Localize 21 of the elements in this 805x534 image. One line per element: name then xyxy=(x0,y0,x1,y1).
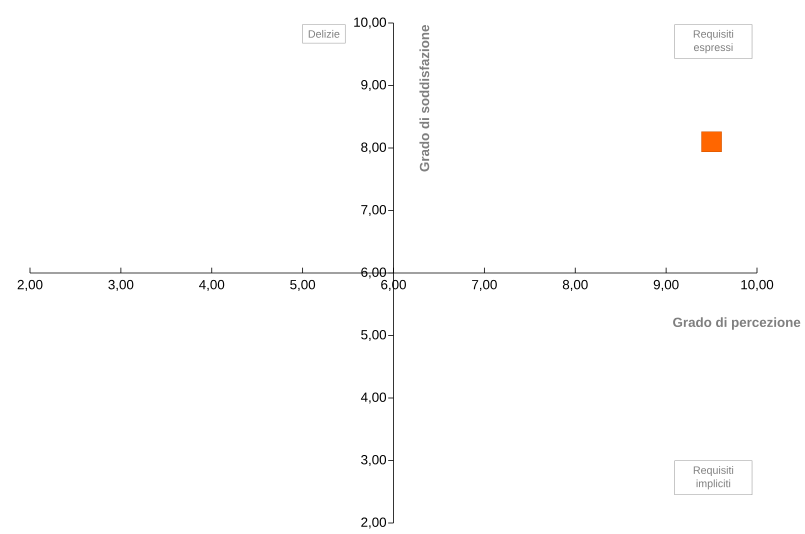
y-axis-title: Grado di soddisfazione xyxy=(419,25,430,172)
x-tick-label: 7,00 xyxy=(472,280,497,291)
x-tick-label: 8,00 xyxy=(562,280,588,291)
x-tick-label: 10,00 xyxy=(741,280,774,291)
y-tick-label: 4,00 xyxy=(360,392,386,404)
y-tick-label: 5,00 xyxy=(361,330,386,342)
x-tick-label: 4,00 xyxy=(199,280,224,291)
y-tick-label: 10,00 xyxy=(354,17,386,29)
y-tick-label: 9,00 xyxy=(361,80,386,92)
y-tick-label: 8,00 xyxy=(361,142,386,154)
y-tick-label: 7,00 xyxy=(361,204,386,216)
x-axis-title: Grado di percezione xyxy=(673,317,800,330)
x-tick-label: 3,00 xyxy=(108,280,134,291)
annotation: Requisiti espressi xyxy=(694,30,734,54)
y-tick-label: 2,00 xyxy=(361,517,386,529)
annotation: Requisiti impliciti xyxy=(694,466,734,490)
y-tick-label: 3,00 xyxy=(361,454,386,466)
annotation: Delizie xyxy=(308,30,340,38)
x-tick-label: 2,00 xyxy=(18,280,42,291)
x-tick-label: 9,00 xyxy=(654,280,679,291)
x-tick-label: 5,00 xyxy=(290,280,316,291)
